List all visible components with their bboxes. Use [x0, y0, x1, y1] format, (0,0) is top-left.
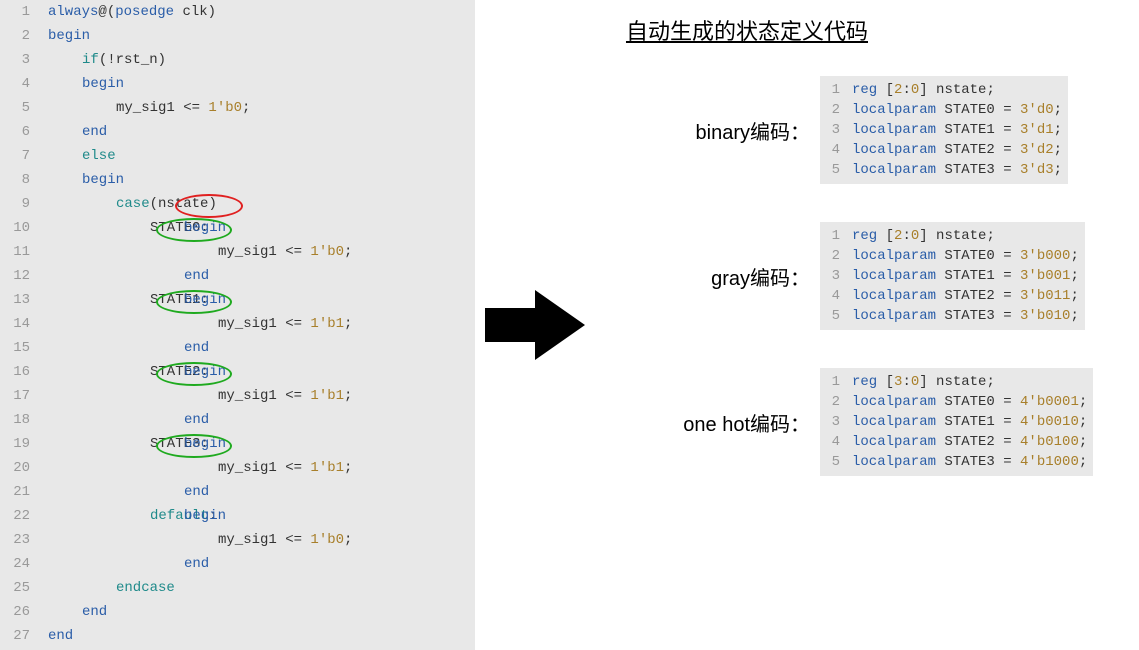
code-line: 16STATE2:begin	[0, 360, 475, 384]
code-line: 26end	[0, 600, 475, 624]
encoding-label: gray编码：	[592, 262, 820, 291]
code-line: 3if(!rst_n)	[0, 48, 475, 72]
line-content: STATE1:begin	[44, 288, 475, 312]
code-line: 6end	[0, 120, 475, 144]
line-number: 19	[0, 432, 44, 456]
line-content: endcase	[44, 576, 475, 600]
line-number: 21	[0, 480, 44, 504]
line-number: 20	[0, 456, 44, 480]
code-line: 1always@(posedge clk)	[0, 0, 475, 24]
line-number: 26	[0, 600, 44, 624]
encoding-code: 1reg [3:0] nstate;2localparam STATE0 = 4…	[820, 368, 1093, 476]
line-number: 16	[0, 360, 44, 384]
code-line: 25endcase	[0, 576, 475, 600]
line-content: case(nstate)	[44, 192, 475, 216]
line-number: 15	[0, 336, 44, 360]
line-content: else	[44, 144, 475, 168]
line-number: 24	[0, 552, 44, 576]
code-line: 5my_sig1 <= 1'b0;	[0, 96, 475, 120]
code-line: 2begin	[0, 24, 475, 48]
encoding-code: 1reg [2:0] nstate;2localparam STATE0 = 3…	[820, 222, 1085, 330]
line-content: if(!rst_n)	[44, 48, 475, 72]
line-content: end	[44, 480, 475, 504]
code-line: 17my_sig1 <= 1'b1;	[0, 384, 475, 408]
line-content: STATE0:begin	[44, 216, 475, 240]
line-number: 18	[0, 408, 44, 432]
code-line: 18end	[0, 408, 475, 432]
line-content: my_sig1 <= 1'b0;	[44, 96, 475, 120]
line-number: 1	[0, 0, 44, 24]
line-number: 10	[0, 216, 44, 240]
code-line: 20my_sig1 <= 1'b1;	[0, 456, 475, 480]
code-line: 14my_sig1 <= 1'b1;	[0, 312, 475, 336]
code-line: 4begin	[0, 72, 475, 96]
line-number: 13	[0, 288, 44, 312]
line-content: begin	[44, 24, 475, 48]
line-number: 23	[0, 528, 44, 552]
code-line: 23my_sig1 <= 1'b0;	[0, 528, 475, 552]
code-line: 19STATE3:begin	[0, 432, 475, 456]
verilog-source: 1always@(posedge clk)2begin3if(!rst_n)4b…	[0, 0, 475, 648]
code-line: 13STATE1:begin	[0, 288, 475, 312]
line-content: end	[44, 264, 475, 288]
line-content: STATE3:begin	[44, 432, 475, 456]
line-number: 25	[0, 576, 44, 600]
code-line: 22default:begin	[0, 504, 475, 528]
line-number: 6	[0, 120, 44, 144]
line-number: 2	[0, 24, 44, 48]
code-line: 24end	[0, 552, 475, 576]
code-line: 15end	[0, 336, 475, 360]
line-content: always@(posedge clk)	[44, 0, 475, 24]
line-content: my_sig1 <= 1'b1;	[44, 384, 475, 408]
code-line: 12end	[0, 264, 475, 288]
line-number: 11	[0, 240, 44, 264]
encoding-row: one hot编码：1reg [3:0] nstate;2localparam …	[592, 368, 1132, 476]
code-line: 11my_sig1 <= 1'b0;	[0, 240, 475, 264]
line-content: end	[44, 624, 475, 648]
line-number: 9	[0, 192, 44, 216]
panel-title: 自动生成的状态定义代码	[592, 14, 902, 46]
code-line: 21end	[0, 480, 475, 504]
code-line: 27end	[0, 624, 475, 648]
line-number: 3	[0, 48, 44, 72]
line-content: my_sig1 <= 1'b1;	[44, 456, 475, 480]
line-number: 7	[0, 144, 44, 168]
line-content: my_sig1 <= 1'b0;	[44, 528, 475, 552]
line-number: 22	[0, 504, 44, 528]
line-content: default:begin	[44, 504, 475, 528]
code-line: 8begin	[0, 168, 475, 192]
line-content: end	[44, 600, 475, 624]
line-number: 5	[0, 96, 44, 120]
line-content: end	[44, 552, 475, 576]
line-number: 17	[0, 384, 44, 408]
line-number: 12	[0, 264, 44, 288]
encoding-label: binary编码：	[592, 116, 820, 145]
encoding-row: binary编码：1reg [2:0] nstate;2localparam S…	[592, 76, 1132, 184]
line-content: end	[44, 120, 475, 144]
line-content: begin	[44, 168, 475, 192]
line-number: 4	[0, 72, 44, 96]
line-number: 14	[0, 312, 44, 336]
encoding-row: gray编码：1reg [2:0] nstate;2localparam STA…	[592, 222, 1132, 330]
encoding-code: 1reg [2:0] nstate;2localparam STATE0 = 3…	[820, 76, 1068, 184]
encoding-label: one hot编码：	[592, 408, 820, 437]
line-content: end	[44, 408, 475, 432]
code-line: 10STATE0:begin	[0, 216, 475, 240]
source-code-panel: 1always@(posedge clk)2begin3if(!rst_n)4b…	[0, 0, 475, 650]
arrow-icon	[485, 290, 585, 360]
line-content: end	[44, 336, 475, 360]
line-content: STATE2:begin	[44, 360, 475, 384]
generated-code-panel: 自动生成的状态定义代码 binary编码：1reg [2:0] nstate;2…	[592, 0, 1132, 514]
line-number: 27	[0, 624, 44, 648]
code-line: 7else	[0, 144, 475, 168]
line-content: my_sig1 <= 1'b1;	[44, 312, 475, 336]
line-content: begin	[44, 72, 475, 96]
line-content: my_sig1 <= 1'b0;	[44, 240, 475, 264]
code-line: 9case(nstate)	[0, 192, 475, 216]
line-number: 8	[0, 168, 44, 192]
